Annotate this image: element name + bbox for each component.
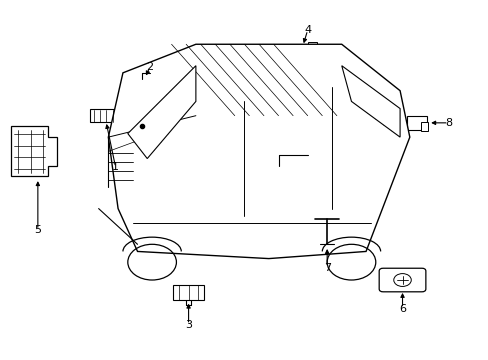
- Text: 7: 7: [323, 262, 330, 273]
- Polygon shape: [11, 126, 57, 176]
- Text: 3: 3: [184, 320, 192, 330]
- Bar: [134, 79, 156, 88]
- Text: 1: 1: [112, 162, 119, 172]
- Bar: [420, 122, 427, 131]
- Text: 8: 8: [444, 118, 451, 128]
- FancyBboxPatch shape: [378, 268, 425, 292]
- Text: 4: 4: [304, 25, 311, 35]
- Polygon shape: [341, 66, 399, 137]
- Polygon shape: [127, 66, 196, 158]
- Text: 5: 5: [34, 225, 41, 235]
- Bar: [172, 285, 204, 300]
- Polygon shape: [108, 44, 409, 258]
- Text: 6: 6: [398, 303, 405, 314]
- Bar: [307, 42, 317, 57]
- Text: 2: 2: [146, 63, 153, 72]
- Bar: [407, 116, 426, 130]
- Bar: [283, 48, 317, 69]
- Bar: [90, 109, 122, 122]
